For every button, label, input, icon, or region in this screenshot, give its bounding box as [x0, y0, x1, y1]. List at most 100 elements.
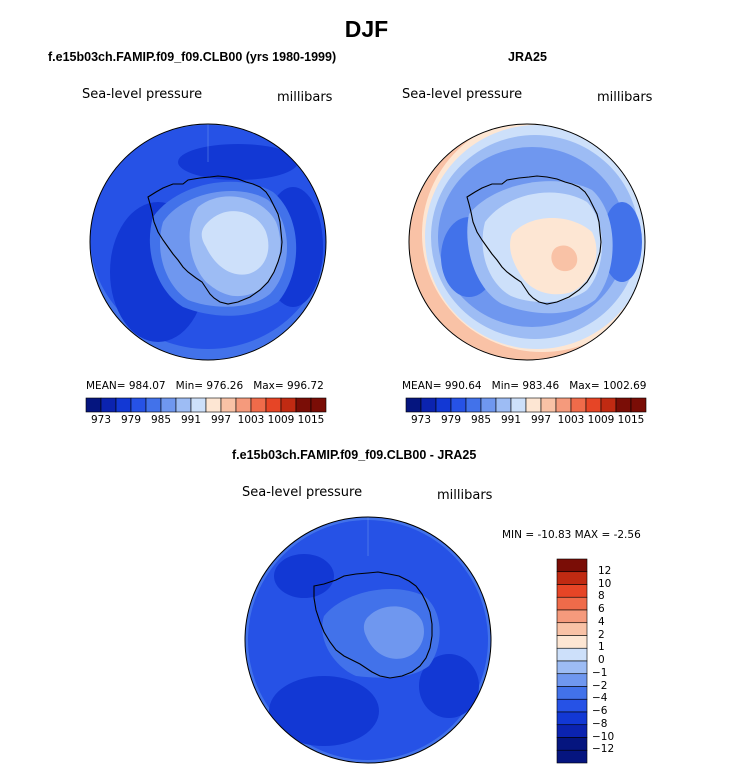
- model-units-label: millibars: [277, 90, 333, 105]
- obs-panel-title: JRA25: [508, 50, 547, 64]
- diff-colorbar-tick-label: −4: [592, 692, 608, 705]
- diff-polar-map: [244, 516, 492, 764]
- obs-colorbar-ticks: 973 979 985 991 997 1003 1009 1015: [406, 413, 646, 427]
- diff-minmax-label: MIN = -10.83 MAX = -2.56: [502, 529, 641, 541]
- diff-coastline: [313, 571, 433, 679]
- model-colorbar-box: [85, 397, 102, 413]
- model-colorbar-tick-label: 1009: [267, 414, 295, 426]
- model-colorbar-box: [205, 397, 222, 413]
- obs-colorbar-tick-label: 1015: [617, 414, 645, 426]
- diff-colorbar-box: [556, 622, 588, 636]
- model-variable-label: Sea-level pressure: [82, 87, 203, 102]
- model-colorbar-tick-label: 979: [120, 414, 142, 426]
- obs-stats: MEAN= 990.64 Min= 983.46 Max= 1002.69: [402, 380, 646, 392]
- diff-units-label: millibars: [437, 488, 493, 503]
- obs-variable-label: Sea-level pressure: [402, 87, 523, 102]
- model-max-label: Max=: [253, 380, 284, 392]
- model-colorbar-box: [100, 397, 117, 413]
- diff-colorbar-box: [556, 660, 588, 675]
- diff-colorbar-tick-label: 10: [598, 577, 612, 590]
- model-colorbar-box: [250, 397, 267, 413]
- diff-colorbar-tick-label: −8: [592, 717, 608, 730]
- obs-colorbar-tick-label: 1009: [587, 414, 615, 426]
- diff-colorbar-box: [556, 635, 588, 649]
- diff-colorbar-box: [556, 724, 588, 738]
- diff-field-c3-east: [419, 654, 479, 718]
- obs-colorbar-box: [585, 397, 602, 413]
- model-colorbar-tick-label: 1015: [297, 414, 325, 426]
- model-colorbar-box: [265, 397, 282, 413]
- obs-colorbar-tick-label: 997: [530, 414, 552, 426]
- obs-colorbar-tick-label: 1003: [557, 414, 585, 426]
- obs-min-label: Min=: [491, 380, 520, 392]
- diff-colorbar-tick-label: −10: [592, 730, 615, 743]
- model-colorbar-box: [115, 397, 132, 413]
- model-colorbar-box: [295, 397, 312, 413]
- obs-colorbar-box: [570, 397, 587, 413]
- diff-panel-title: f.e15b03ch.FAMIP.f09_f09.CLB00 - JRA25: [232, 448, 477, 462]
- obs-min-value: 983.46: [522, 380, 560, 392]
- diff-colorbar-tick-label: 8: [598, 590, 605, 603]
- diff-colorbar-box: [556, 647, 588, 662]
- obs-map-border: [408, 123, 646, 361]
- diff-variable-label: Sea-level pressure: [242, 485, 363, 500]
- model-colorbar-box: [235, 397, 252, 413]
- model-colorbar-ticks: 973 979 985 991 997 1003 1009 1015: [86, 413, 326, 427]
- diff-colorbar-box: [556, 737, 588, 751]
- obs-colorbar-tick-label: 991: [500, 414, 522, 426]
- diff-colorbar: [556, 558, 588, 764]
- obs-colorbar-tick-label: 973: [410, 414, 432, 426]
- obs-colorbar-tick-label: 985: [470, 414, 492, 426]
- model-min-value: 976.26: [206, 380, 244, 392]
- diff-colorbar-tick-label: 1: [598, 641, 605, 654]
- diff-colorbar-tick-label: 4: [598, 615, 605, 628]
- diff-colorbar-box: [556, 584, 588, 598]
- obs-colorbar-box: [435, 397, 452, 413]
- model-panel-title: f.e15b03ch.FAMIP.f09_f09.CLB00 (yrs 1980…: [48, 50, 337, 64]
- diff-colorbar-ticks: 12 10 8 6 4 2 1 0 −1 −2 −4 −6 −8 −10 −12: [592, 559, 632, 763]
- obs-mean-value: 990.64: [444, 380, 482, 392]
- diff-map-border: [244, 516, 492, 764]
- model-polar-map: [89, 123, 327, 361]
- model-field-c3-north: [178, 144, 298, 180]
- obs-colorbar-box: [480, 397, 497, 413]
- diff-colorbar-box: [556, 558, 588, 573]
- model-colorbar-box: [220, 397, 237, 413]
- diff-colorbar-tick-label: 2: [598, 628, 605, 641]
- diff-colorbar-tick-label: −1: [592, 666, 608, 679]
- model-min-label: Min=: [175, 380, 204, 392]
- obs-colorbar-box: [555, 397, 572, 413]
- obs-max-value: 1002.69: [603, 380, 647, 392]
- obs-colorbar-box: [495, 397, 512, 413]
- model-mean-value: 984.07: [128, 380, 166, 392]
- diff-colorbar-box: [556, 571, 588, 585]
- obs-units-label: millibars: [597, 90, 653, 105]
- obs-polar-map: [408, 123, 646, 361]
- model-colorbar-box: [310, 397, 327, 413]
- obs-max-label: Max=: [569, 380, 600, 392]
- diff-colorbar-tick-label: 6: [598, 603, 605, 615]
- obs-colorbar-box: [420, 397, 437, 413]
- model-max-value: 996.72: [287, 380, 324, 392]
- obs-colorbar-box: [630, 397, 647, 413]
- model-colorbar-tick-label: 985: [150, 414, 172, 426]
- obs-colorbar-box: [450, 397, 467, 413]
- obs-coastline: [466, 175, 602, 305]
- diff-colorbar-box: [556, 673, 588, 687]
- model-coastline: [147, 175, 283, 305]
- model-stats: MEAN= 984.07 Min= 976.26 Max= 996.72: [86, 380, 324, 392]
- model-colorbar-box: [190, 397, 207, 413]
- diff-colorbar-box: [556, 686, 588, 700]
- model-colorbar: [85, 397, 327, 413]
- obs-field-c5-east: [602, 202, 642, 282]
- diff-field-c6-inner: [363, 606, 424, 659]
- model-colorbar-box: [160, 397, 177, 413]
- diff-colorbar-tick-label: 0: [598, 654, 605, 666]
- diff-field-c3-nw: [274, 554, 334, 598]
- model-map-border: [89, 123, 327, 361]
- obs-colorbar-box: [540, 397, 557, 413]
- model-field-c8: [201, 211, 269, 275]
- diff-colorbar-box: [556, 596, 588, 611]
- obs-mean-label: MEAN=: [402, 380, 442, 392]
- diff-colorbar-box: [556, 711, 588, 726]
